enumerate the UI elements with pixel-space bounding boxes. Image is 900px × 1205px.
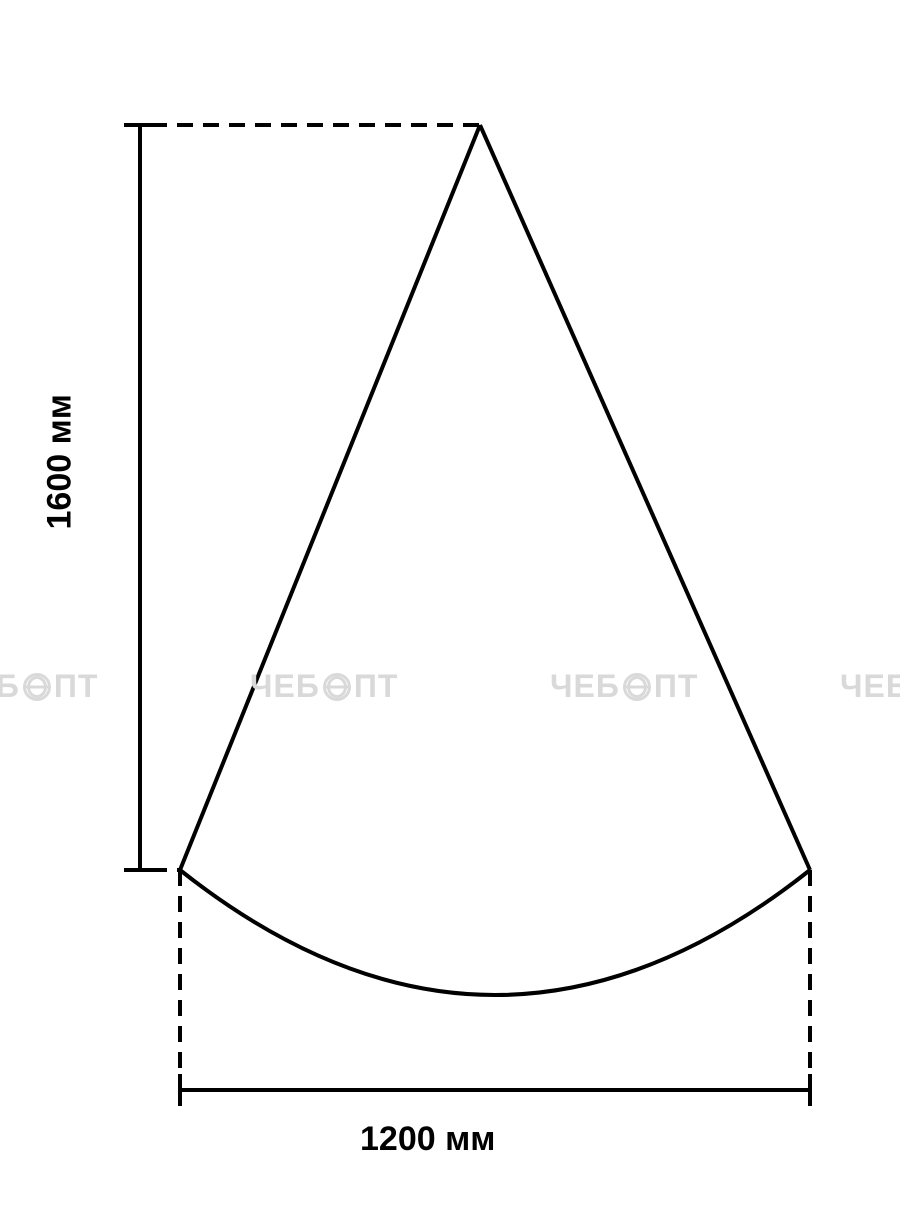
globe-icon	[323, 673, 351, 701]
watermark-text-after: ПТ	[654, 668, 699, 705]
globe-icon	[623, 673, 651, 701]
cone-base-arc	[180, 870, 810, 995]
watermark-logo: ЧЕБ ПТ	[840, 668, 900, 705]
watermark-text-after: ПТ	[54, 668, 99, 705]
globe-icon	[23, 673, 51, 701]
watermark-logo: ЧЕБ ПТ	[0, 668, 98, 705]
diagram-svg	[0, 0, 900, 1200]
technical-diagram: 1600 мм 1200 мм ЧЕБ ПТ ЧЕБ ПТ ЧЕБ ПТ ЧЕБ…	[0, 0, 900, 1200]
cone-left-side	[180, 125, 480, 870]
watermark-text-after: ПТ	[354, 668, 399, 705]
watermark-logo: ЧЕБ ПТ	[550, 668, 698, 705]
cone-right-side	[480, 125, 810, 870]
watermark-text-before: ЧЕБ	[250, 668, 320, 705]
watermark-text-before: ЧЕБ	[550, 668, 620, 705]
height-dimension-label: 1600 мм	[41, 394, 80, 529]
watermark-text-before: ЧЕБ	[0, 668, 20, 705]
watermark-text-before: ЧЕБ	[840, 668, 900, 705]
watermark-logo: ЧЕБ ПТ	[250, 668, 398, 705]
width-dimension-label: 1200 мм	[360, 1120, 495, 1159]
